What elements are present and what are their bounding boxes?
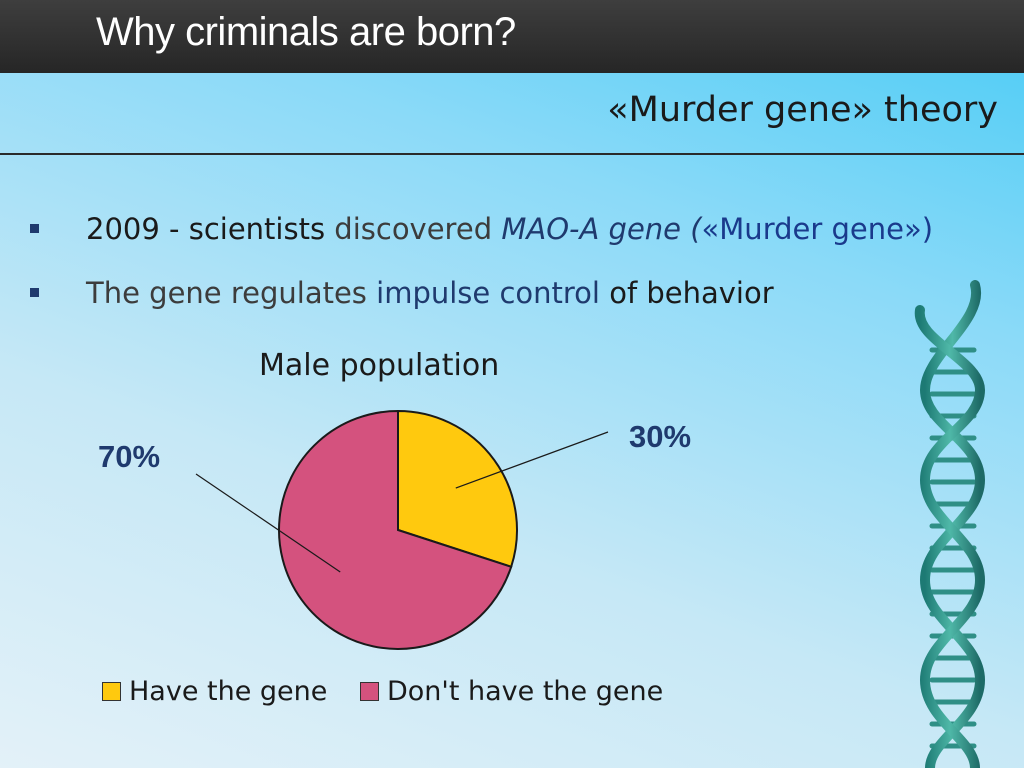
leader-line-0	[455, 431, 609, 489]
slide-title: Why criminals are born?	[96, 10, 516, 54]
bullet-text: 2009 -	[86, 212, 189, 246]
legend-item-dont-have-gene: Don't have the gene	[359, 676, 664, 707]
pie-slice-0	[397, 409, 518, 569]
legend-item-have-gene: Have the gene	[102, 676, 327, 707]
data-label-have-gene: 30%	[629, 419, 692, 454]
legend-label: Don't have the gene	[386, 676, 664, 707]
divider	[0, 153, 1024, 155]
data-label-dont-have-gene: 70%	[98, 439, 161, 474]
dna-helix-icon	[914, 280, 986, 768]
legend-swatch	[359, 682, 379, 701]
legend-label: Have the gene	[129, 676, 328, 707]
pie-slice-1	[278, 409, 513, 650]
chart-legend: Have the gene Don't have the gene	[102, 676, 687, 707]
bullet-text: impulse control	[376, 276, 600, 310]
bullet-text: discovered	[334, 212, 502, 246]
bullet-marker	[30, 288, 39, 297]
bullet-marker	[30, 224, 39, 233]
bullet-text: of behavior	[599, 276, 774, 310]
leader-line-1	[195, 473, 341, 573]
chart-title: Male population	[259, 348, 500, 383]
legend-swatch	[102, 682, 121, 701]
bullet-text: MAO-A gene (	[501, 212, 702, 246]
slide-subtitle: «Murder gene» theory	[607, 90, 998, 130]
title-bar: Why criminals are born?	[0, 0, 1024, 73]
bullet-text: scientists	[188, 212, 335, 246]
bullet-text: The gene regulates	[86, 276, 377, 310]
bullet-text: «Murder gene»)	[701, 212, 934, 246]
